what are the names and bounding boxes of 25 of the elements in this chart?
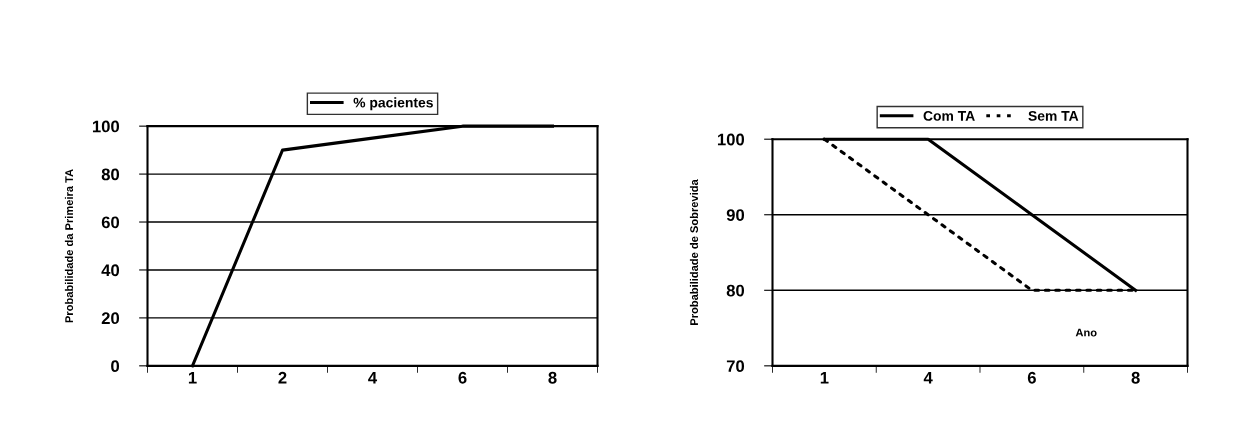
y-tick-label: 80 xyxy=(726,284,745,297)
x-tick-label: 6 xyxy=(1027,371,1036,384)
annotation: Ano xyxy=(1075,328,1097,337)
y-tick-label: 90 xyxy=(726,209,745,221)
x-tick-label: 4 xyxy=(368,372,378,384)
y-tick-label: 100 xyxy=(92,120,120,133)
y-tick-label: 60 xyxy=(101,216,120,229)
x-tick-label: 1 xyxy=(820,372,829,384)
y-tick-label: 70 xyxy=(726,360,745,373)
y-tick-label: 80 xyxy=(101,168,120,181)
x-tick-label: 8 xyxy=(548,371,557,384)
y-tick-label: 20 xyxy=(101,312,120,325)
legend-label: Com TA xyxy=(923,110,975,121)
y-tick-label: 0 xyxy=(111,360,120,373)
y-axis-title: Probabilidade de Sobrevida xyxy=(689,179,699,325)
x-tick-label: 4 xyxy=(923,372,933,384)
y-tick-label: 100 xyxy=(717,133,745,146)
x-tick-label: 2 xyxy=(278,371,287,384)
x-tick-label: 6 xyxy=(458,371,467,384)
y-tick-label: 40 xyxy=(101,264,120,277)
x-tick-label: 8 xyxy=(1131,371,1140,384)
x-tick-label: 1 xyxy=(188,372,197,384)
y-axis-title: Probabilidade da Primeira TA xyxy=(64,169,74,323)
legend-label: % pacientes xyxy=(353,97,433,111)
legend-label: Sem TA xyxy=(1028,110,1079,121)
